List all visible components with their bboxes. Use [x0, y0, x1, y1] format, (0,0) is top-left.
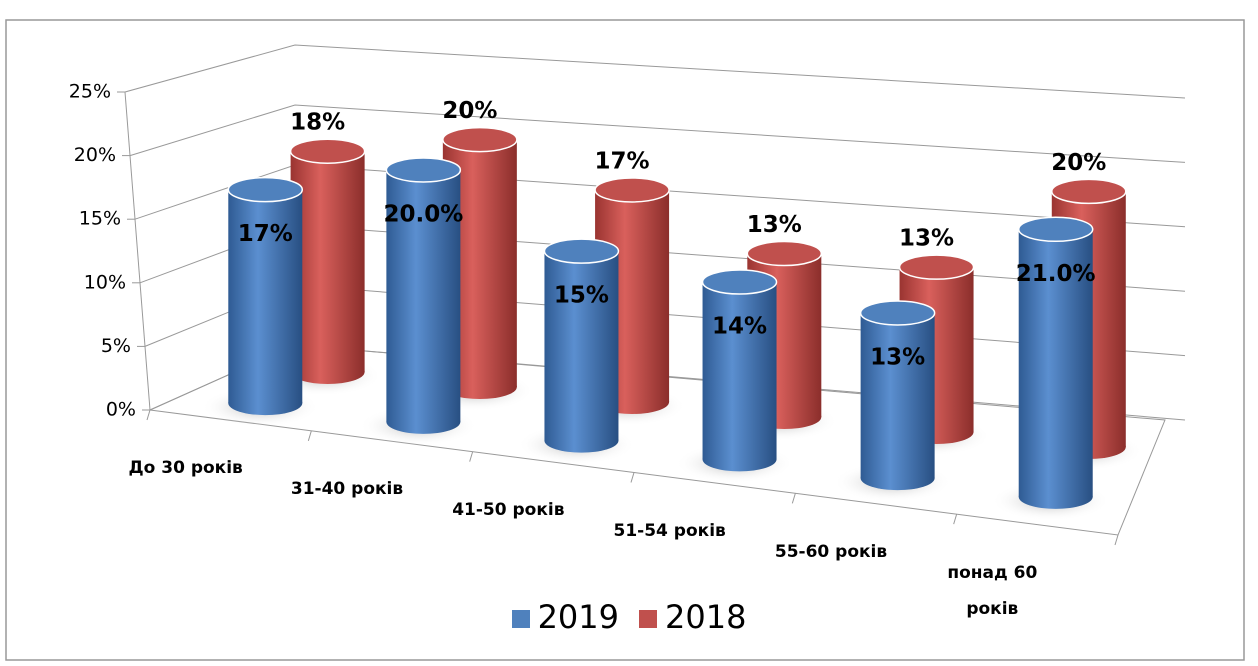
x-tick-label: понад 60 років — [947, 562, 1038, 619]
bar-top — [442, 126, 518, 153]
y-tick-label: 15% — [79, 208, 121, 230]
legend-swatch — [511, 610, 530, 628]
data-label: 13% — [899, 226, 954, 252]
x-tick — [791, 493, 796, 504]
bar — [228, 189, 303, 404]
bar-top — [1017, 216, 1094, 243]
data-label: 14% — [712, 314, 767, 340]
legend-item: 2018 — [639, 598, 746, 636]
x-tick-label: 31-40 років — [290, 479, 404, 500]
bar-top — [543, 238, 620, 264]
grid-line — [129, 104, 1186, 163]
bar-top — [385, 157, 462, 183]
bar — [702, 282, 777, 460]
x-tick-label: 55-60 років — [774, 541, 888, 562]
legend-label: 2019 — [537, 598, 619, 636]
data-label: 20.0% — [383, 201, 463, 227]
x-tick-label: До 30 років — [128, 458, 243, 479]
x-tick — [307, 430, 312, 441]
bar-top — [1051, 178, 1127, 205]
y-tick-label: 25% — [69, 81, 111, 103]
bar — [290, 151, 365, 372]
data-label: 18% — [290, 110, 345, 136]
x-tick-label: 41-50 років — [452, 500, 565, 521]
x-tick — [146, 409, 151, 421]
bar-top — [227, 176, 304, 203]
data-label: 13% — [870, 344, 925, 370]
x-tick — [953, 514, 958, 525]
bar — [1018, 229, 1093, 497]
legend-label: 2018 — [665, 598, 747, 636]
legend-swatch — [639, 610, 657, 628]
y-tick-label: 0% — [106, 399, 136, 421]
y-axis — [124, 91, 151, 411]
bar-top — [594, 177, 670, 203]
bar — [386, 169, 461, 422]
x-tick — [630, 472, 635, 483]
frame — [5, 19, 1245, 661]
bar — [544, 251, 619, 441]
x-tick-label: 51-54 років — [613, 520, 726, 541]
data-label: 17% — [595, 148, 650, 174]
data-label: 13% — [747, 212, 802, 238]
bar-top — [898, 254, 975, 280]
bar — [860, 312, 935, 479]
data-label: 21.0% — [1016, 261, 1096, 287]
grid-line — [124, 44, 1186, 99]
y-tick-label: 10% — [84, 271, 126, 293]
data-label: 17% — [238, 221, 293, 247]
bar-top — [289, 138, 366, 164]
bar-top — [859, 300, 936, 326]
data-label: 20% — [1051, 150, 1106, 176]
legend: 2019 2018 — [0, 598, 1258, 636]
bar-top — [701, 269, 778, 295]
x-tick — [469, 451, 474, 462]
data-label: 15% — [554, 283, 609, 309]
bar-top — [746, 240, 823, 267]
y-tick-label: 20% — [74, 144, 116, 166]
y-tick-label: 5% — [101, 335, 131, 357]
data-label: 20% — [442, 98, 497, 124]
x-tick — [1114, 534, 1119, 546]
legend-item: 2019 — [511, 598, 619, 636]
